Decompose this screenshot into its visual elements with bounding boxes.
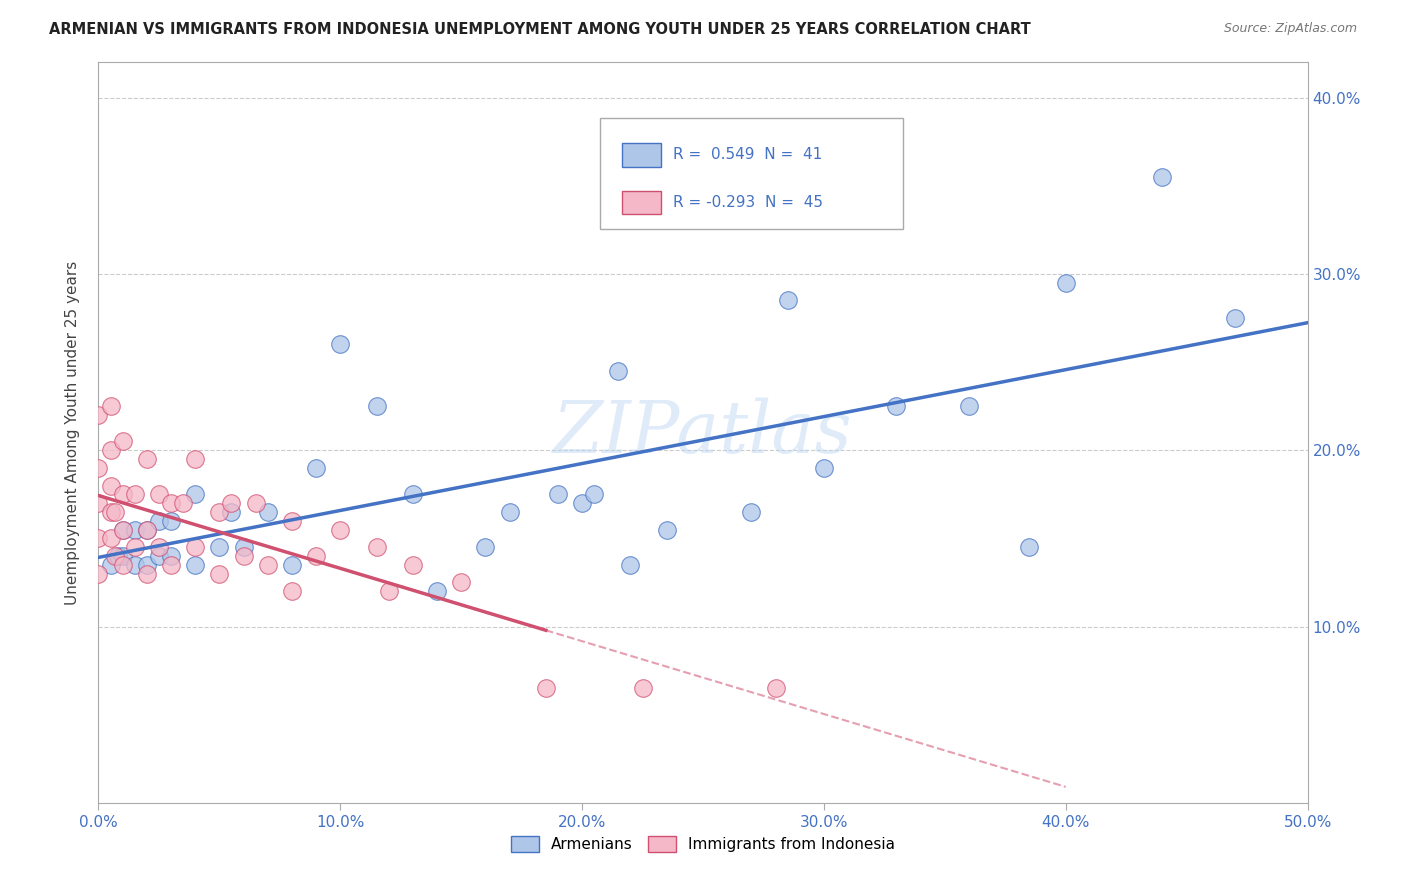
Point (124, 487, 146, 501)
Text: Source: ZipAtlas.com: Source: ZipAtlas.com (1223, 22, 1357, 36)
Point (135, 523, 157, 537)
Point (124, 523, 146, 537)
Point (124, 558, 146, 572)
Point (135, 523, 157, 537)
Point (366, 399, 388, 413)
Point (474, 540, 496, 554)
Point (281, 514, 304, 528)
Point (450, 575, 472, 590)
Point (111, 523, 134, 537)
Point (245, 496, 267, 510)
Point (208, 505, 231, 519)
Point (329, 337, 352, 351)
Point (776, 293, 799, 308)
Point (87, 496, 110, 510)
FancyBboxPatch shape (600, 118, 903, 229)
Point (184, 487, 207, 501)
Point (1223, 311, 1246, 326)
Y-axis label: Unemployment Among Youth under 25 years: Unemployment Among Youth under 25 years (65, 260, 80, 605)
Point (329, 523, 352, 537)
FancyBboxPatch shape (621, 143, 661, 167)
Point (111, 523, 134, 537)
Point (534, 681, 557, 696)
Point (148, 514, 170, 528)
Point (208, 540, 231, 554)
Point (100, 478, 122, 492)
Point (184, 452, 207, 467)
Point (377, 584, 399, 599)
Point (104, 505, 127, 519)
Text: R = -0.293  N =  45: R = -0.293 N = 45 (672, 195, 823, 210)
Point (100, 558, 122, 572)
Point (208, 566, 231, 581)
Point (87, 566, 110, 581)
Point (957, 399, 980, 413)
Point (148, 487, 170, 501)
Point (160, 558, 183, 572)
Point (305, 461, 328, 475)
Point (87, 532, 110, 546)
Point (813, 461, 835, 475)
Point (111, 549, 134, 563)
Point (221, 496, 243, 510)
Point (402, 558, 425, 572)
Point (1152, 169, 1174, 184)
Point (305, 549, 328, 563)
Point (232, 540, 254, 554)
Point (607, 364, 630, 378)
Text: ARMENIAN VS IMMIGRANTS FROM INDONESIA UNEMPLOYMENT AMONG YOUTH UNDER 25 YEARS CO: ARMENIAN VS IMMIGRANTS FROM INDONESIA UN… (49, 22, 1031, 37)
Point (886, 399, 908, 413)
Point (111, 487, 134, 501)
Text: ZIPatlas: ZIPatlas (553, 397, 853, 468)
Point (765, 681, 787, 696)
Point (124, 540, 146, 554)
Point (281, 558, 304, 572)
Point (631, 681, 654, 696)
Point (256, 505, 278, 519)
Point (111, 434, 134, 449)
FancyBboxPatch shape (621, 191, 661, 214)
Point (184, 540, 207, 554)
Text: R =  0.549  N =  41: R = 0.549 N = 41 (672, 147, 823, 162)
Point (160, 514, 183, 528)
Point (740, 505, 762, 519)
Point (148, 540, 170, 554)
Point (1018, 540, 1040, 554)
Point (184, 558, 207, 572)
Point (100, 505, 122, 519)
Point (135, 452, 157, 467)
Legend: Armenians, Immigrants from Indonesia: Armenians, Immigrants from Indonesia (505, 830, 901, 858)
Point (100, 443, 122, 458)
Point (1054, 276, 1077, 290)
Point (172, 496, 194, 510)
Point (281, 584, 304, 599)
Point (100, 399, 122, 413)
Point (402, 487, 425, 501)
Point (426, 584, 449, 599)
Point (571, 496, 593, 510)
Point (221, 505, 243, 519)
Point (366, 540, 388, 554)
Point (107, 549, 129, 563)
Point (547, 487, 569, 501)
Point (104, 549, 127, 563)
Point (87, 408, 110, 422)
Point (135, 566, 157, 581)
Point (135, 558, 157, 572)
Point (160, 549, 183, 563)
Point (256, 558, 278, 572)
Point (655, 523, 678, 537)
Point (498, 505, 520, 519)
Point (111, 558, 134, 572)
Point (100, 532, 122, 546)
Point (619, 558, 641, 572)
Point (583, 487, 606, 501)
Point (87, 461, 110, 475)
Point (232, 549, 254, 563)
Point (160, 496, 183, 510)
Point (148, 549, 170, 563)
